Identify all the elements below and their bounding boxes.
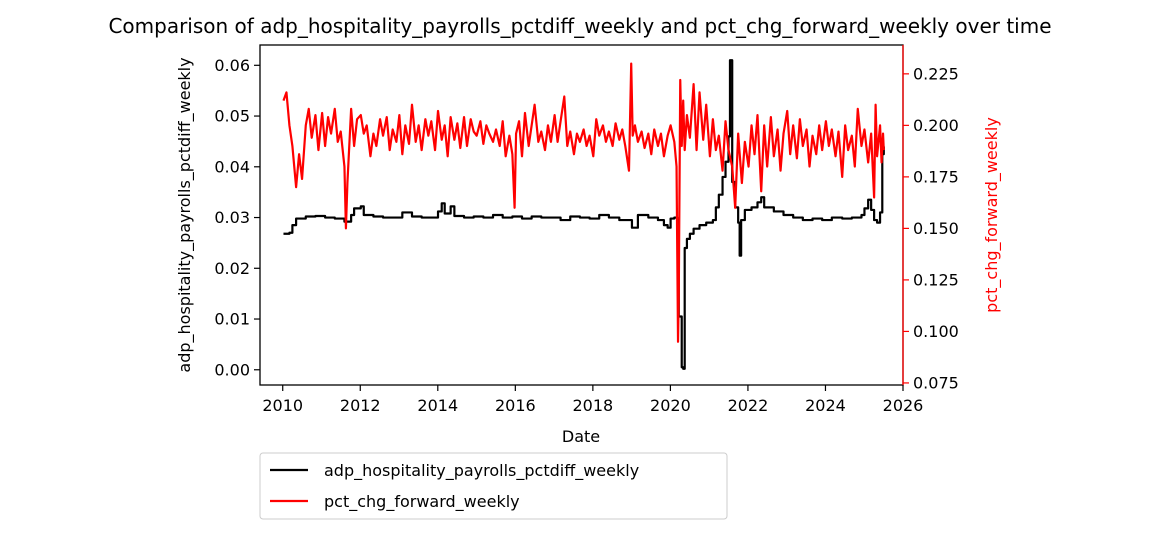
y-right-tick-label: 0.200 [913, 116, 959, 135]
x-tick-label: 2018 [573, 396, 614, 415]
series-layer [282, 59, 885, 370]
y-left-axis-title: adp_hospitality_payrolls_pctdiff_weekly [175, 57, 195, 372]
x-axis-title: Date [562, 427, 600, 446]
chart-title: Comparison of adp_hospitality_payrolls_p… [108, 14, 1051, 38]
y-left-tick-label: 0.01 [214, 310, 250, 329]
x-tick-label: 2024 [805, 396, 846, 415]
x-tick-label: 2012 [340, 396, 381, 415]
y-left-tick-label: 0.06 [214, 56, 250, 75]
legend-label-pct-chg: pct_chg_forward_weekly [324, 492, 520, 512]
y-right-tick-label: 0.075 [913, 373, 959, 392]
y-left-tick-label: 0.02 [214, 259, 250, 278]
y-right-tick-label: 0.225 [913, 64, 959, 83]
y-right-tick-label: 0.175 [913, 167, 959, 186]
series-line-adp-hospitality [283, 59, 885, 370]
y-left-tick-label: 0.00 [214, 360, 250, 379]
y-left-tick-label: 0.03 [214, 208, 250, 227]
legend: adp_hospitality_payrolls_pctdiff_weekly … [259, 452, 728, 520]
y-right-axis-title: pct_chg_forward_weekly [982, 117, 1002, 313]
y-right-axis: 0.075 0.100 0.125 0.150 0.175 0.200 0.225 [902, 45, 959, 392]
y-left-tick-label: 0.04 [214, 157, 250, 176]
x-tick-label: 2010 [262, 396, 303, 415]
legend-label-adp: adp_hospitality_payrolls_pctdiff_weekly [324, 461, 639, 481]
series-line-pct-chg-forward-weekly [282, 62, 885, 343]
x-tick-label: 2026 [883, 396, 924, 415]
y-right-tick-label: 0.150 [913, 219, 959, 238]
y-left-tick-label: 0.05 [214, 107, 250, 126]
x-tick-label: 2016 [495, 396, 536, 415]
y-right-tick-label: 0.100 [913, 322, 959, 341]
x-tick-label: 2022 [728, 396, 769, 415]
y-right-tick-label: 0.125 [913, 270, 959, 289]
legend-box [259, 452, 728, 520]
y-left-axis: 0.00 0.01 0.02 0.03 0.04 0.05 0.06 [214, 56, 260, 379]
x-axis: 2010 2012 2014 2016 2018 2020 2022 2024 2026 [262, 385, 923, 415]
x-tick-label: 2020 [650, 396, 691, 415]
x-tick-label: 2014 [417, 396, 458, 415]
